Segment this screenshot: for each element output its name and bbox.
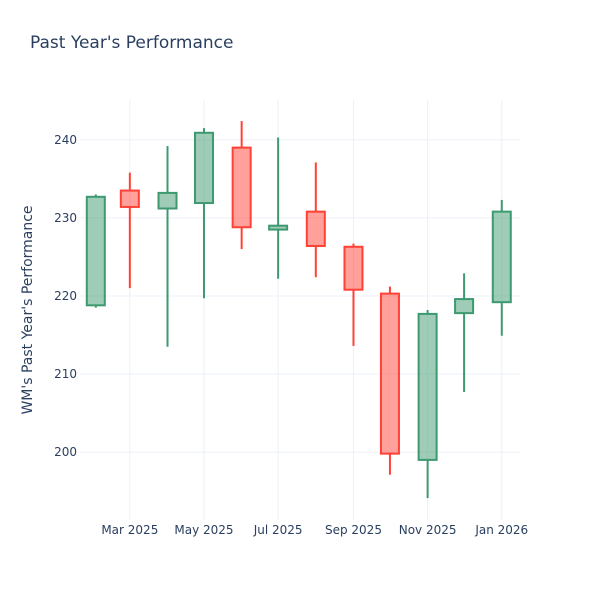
candle-body bbox=[193, 131, 214, 205]
candle-increasing bbox=[193, 128, 214, 299]
candle-body bbox=[379, 292, 400, 455]
x-tick-label: Jul 2025 bbox=[253, 523, 303, 537]
candle-body bbox=[268, 224, 289, 231]
candle-decreasing bbox=[305, 162, 326, 278]
candle-body bbox=[85, 195, 106, 307]
candle-decreasing bbox=[379, 286, 400, 475]
candle-increasing bbox=[491, 199, 512, 336]
x-tick-label: Jan 2026 bbox=[474, 523, 528, 537]
y-tick-label: 240 bbox=[54, 133, 77, 147]
y-axis-label: WM's Past Year's Performance bbox=[20, 205, 36, 414]
candles bbox=[85, 121, 512, 499]
x-tick-label: Nov 2025 bbox=[399, 523, 457, 537]
candle-body bbox=[454, 298, 475, 315]
axes: 200 210 220 230 240 Mar 2025 May 2025 Jul 2025 S… bbox=[54, 133, 528, 537]
x-tick-label: Mar 2025 bbox=[101, 523, 158, 537]
x-tick-label: Sep 2025 bbox=[325, 523, 382, 537]
grid bbox=[80, 100, 520, 520]
y-tick-label: 230 bbox=[54, 211, 77, 225]
candle-body bbox=[119, 189, 140, 208]
candle-increasing bbox=[157, 146, 178, 347]
candle-body bbox=[343, 245, 364, 291]
candle-body bbox=[305, 210, 326, 247]
candle-increasing bbox=[454, 273, 475, 392]
x-tick-label: May 2025 bbox=[174, 523, 233, 537]
candle-body bbox=[231, 146, 252, 229]
candle-body bbox=[491, 210, 512, 304]
candle-decreasing bbox=[343, 243, 364, 346]
candle-decreasing bbox=[119, 172, 140, 289]
y-tick-label: 210 bbox=[54, 367, 77, 381]
candle-decreasing bbox=[231, 121, 252, 250]
y-tick-label: 220 bbox=[54, 289, 77, 303]
candle-increasing bbox=[85, 194, 106, 308]
y-tick-label: 200 bbox=[54, 445, 77, 459]
candle-increasing bbox=[417, 310, 438, 499]
candle-body bbox=[157, 191, 178, 210]
candle-increasing bbox=[268, 137, 289, 279]
chart-title: Past Year's Performance bbox=[30, 33, 234, 53]
candle-body bbox=[417, 312, 438, 461]
